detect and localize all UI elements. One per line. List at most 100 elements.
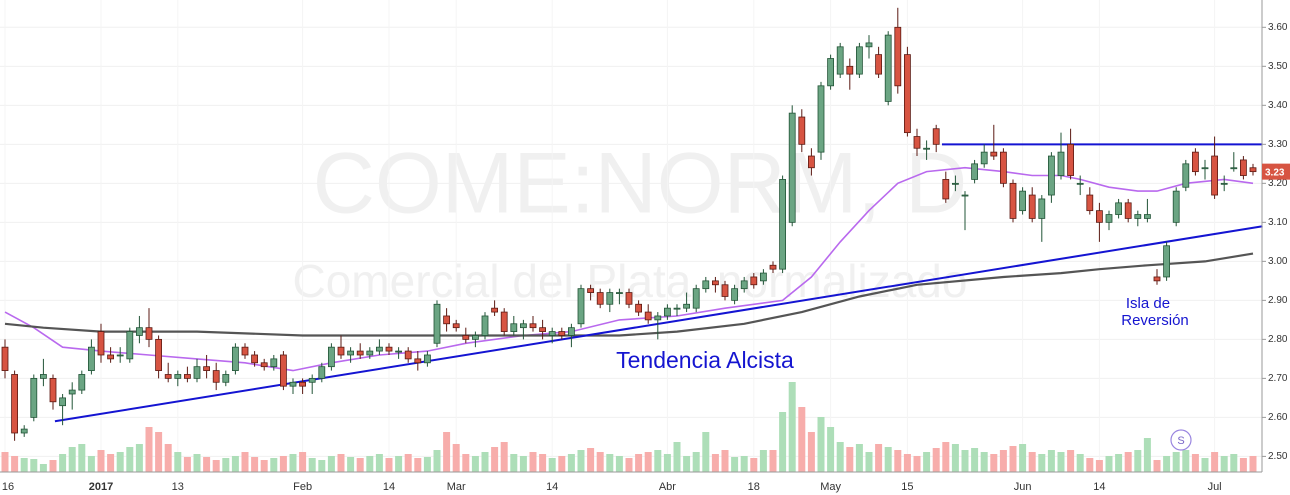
volume-bar bbox=[404, 454, 412, 472]
candle-body bbox=[78, 374, 86, 391]
volume-bar bbox=[759, 450, 767, 472]
event-marker-circle bbox=[1170, 429, 1192, 451]
candle-body bbox=[856, 46, 863, 75]
candle-body bbox=[1019, 190, 1026, 212]
y-tick-label: 3.00 bbox=[1268, 256, 1288, 267]
candle-body bbox=[1028, 194, 1036, 219]
volume-bar bbox=[519, 456, 527, 472]
candle-body bbox=[788, 112, 796, 223]
annotation: Isla de bbox=[1126, 295, 1170, 312]
candle-body bbox=[1240, 159, 1247, 176]
volume-bar bbox=[702, 432, 710, 472]
volume-bar bbox=[107, 454, 115, 472]
volume-bar bbox=[491, 447, 499, 472]
candle-body bbox=[740, 280, 748, 290]
y-tick-label: 2.50 bbox=[1268, 451, 1288, 462]
volume-bar bbox=[1009, 446, 1017, 472]
candle-body bbox=[318, 366, 326, 379]
volume-bar bbox=[625, 458, 633, 472]
x-tick-label: Jun bbox=[1014, 481, 1032, 493]
volume-bar bbox=[327, 456, 335, 472]
candle-body bbox=[471, 335, 479, 340]
volume-bar bbox=[1057, 452, 1065, 472]
volume-bar bbox=[1086, 458, 1094, 472]
annotation: Reversión bbox=[1121, 312, 1189, 329]
volume-bar bbox=[827, 427, 835, 472]
candle-body bbox=[1076, 182, 1084, 185]
candle-body bbox=[558, 331, 566, 336]
candle-body bbox=[1048, 155, 1055, 196]
candle-body bbox=[779, 179, 786, 270]
volume-bar bbox=[606, 454, 614, 472]
candle-body bbox=[443, 315, 451, 325]
candle-body bbox=[222, 374, 230, 383]
candle-body bbox=[808, 155, 815, 169]
volume-bar bbox=[1115, 454, 1123, 472]
volume-bar bbox=[567, 454, 575, 472]
volume-bar bbox=[798, 407, 806, 472]
candle-body bbox=[1211, 155, 1218, 196]
volume-bar bbox=[875, 444, 883, 472]
candle-body bbox=[961, 194, 969, 197]
candle-body bbox=[289, 381, 297, 387]
volume-bar bbox=[155, 432, 163, 472]
volume-bar bbox=[1182, 450, 1190, 472]
volume-bar bbox=[462, 454, 470, 472]
volume-bar bbox=[49, 460, 57, 472]
candle-body bbox=[520, 323, 527, 329]
candle-body bbox=[664, 307, 671, 317]
candle-body bbox=[500, 311, 508, 332]
volume-bar bbox=[548, 458, 556, 472]
volume-bar bbox=[894, 450, 902, 472]
volume-bar bbox=[1230, 454, 1238, 472]
candle-body bbox=[702, 280, 710, 290]
candle-body bbox=[1057, 151, 1065, 176]
candle-body bbox=[971, 163, 978, 180]
candle-body bbox=[577, 288, 585, 325]
volume-bar bbox=[260, 460, 268, 472]
volume-bar bbox=[779, 412, 787, 472]
volume-bar bbox=[1019, 444, 1027, 472]
candle-body bbox=[875, 54, 882, 75]
candle-body bbox=[241, 346, 249, 356]
volume bbox=[1, 382, 1257, 472]
volume-bar bbox=[673, 442, 681, 472]
candle-body bbox=[625, 292, 633, 305]
candle-body bbox=[1009, 182, 1017, 219]
candle-body bbox=[68, 389, 76, 395]
volume-bar bbox=[1095, 460, 1103, 472]
candle-body bbox=[750, 276, 758, 286]
candle-body bbox=[107, 354, 114, 360]
volume-bar bbox=[385, 458, 393, 472]
volume-bar bbox=[615, 456, 623, 472]
last-price-label: 3.23 bbox=[1265, 167, 1285, 178]
candle-body bbox=[20, 428, 28, 434]
volume-bar bbox=[577, 450, 585, 472]
candle-body bbox=[375, 346, 383, 352]
candle-body bbox=[1182, 163, 1190, 188]
volume-bar bbox=[740, 456, 748, 472]
x-tick-label: 14 bbox=[383, 481, 395, 493]
candle-body bbox=[59, 397, 66, 407]
volume-bar bbox=[433, 450, 441, 472]
candle-body bbox=[721, 284, 729, 297]
candle-body bbox=[135, 327, 143, 336]
candle-body bbox=[1105, 214, 1113, 223]
candle-body bbox=[193, 366, 201, 379]
candle-body bbox=[1201, 167, 1209, 170]
candle-body bbox=[174, 374, 182, 379]
candle-body bbox=[481, 315, 489, 336]
volume-bar bbox=[884, 447, 892, 472]
volume-bar bbox=[769, 450, 777, 472]
candle-body bbox=[366, 350, 374, 356]
volume-bar bbox=[452, 444, 460, 472]
volume-bar bbox=[1153, 460, 1161, 472]
candle-body bbox=[827, 58, 834, 87]
candle-body bbox=[404, 350, 412, 360]
candle-body bbox=[423, 354, 431, 364]
candle-body bbox=[683, 303, 690, 309]
candle-body bbox=[836, 46, 844, 75]
volume-bar bbox=[961, 450, 969, 472]
candle-body bbox=[1249, 167, 1257, 173]
